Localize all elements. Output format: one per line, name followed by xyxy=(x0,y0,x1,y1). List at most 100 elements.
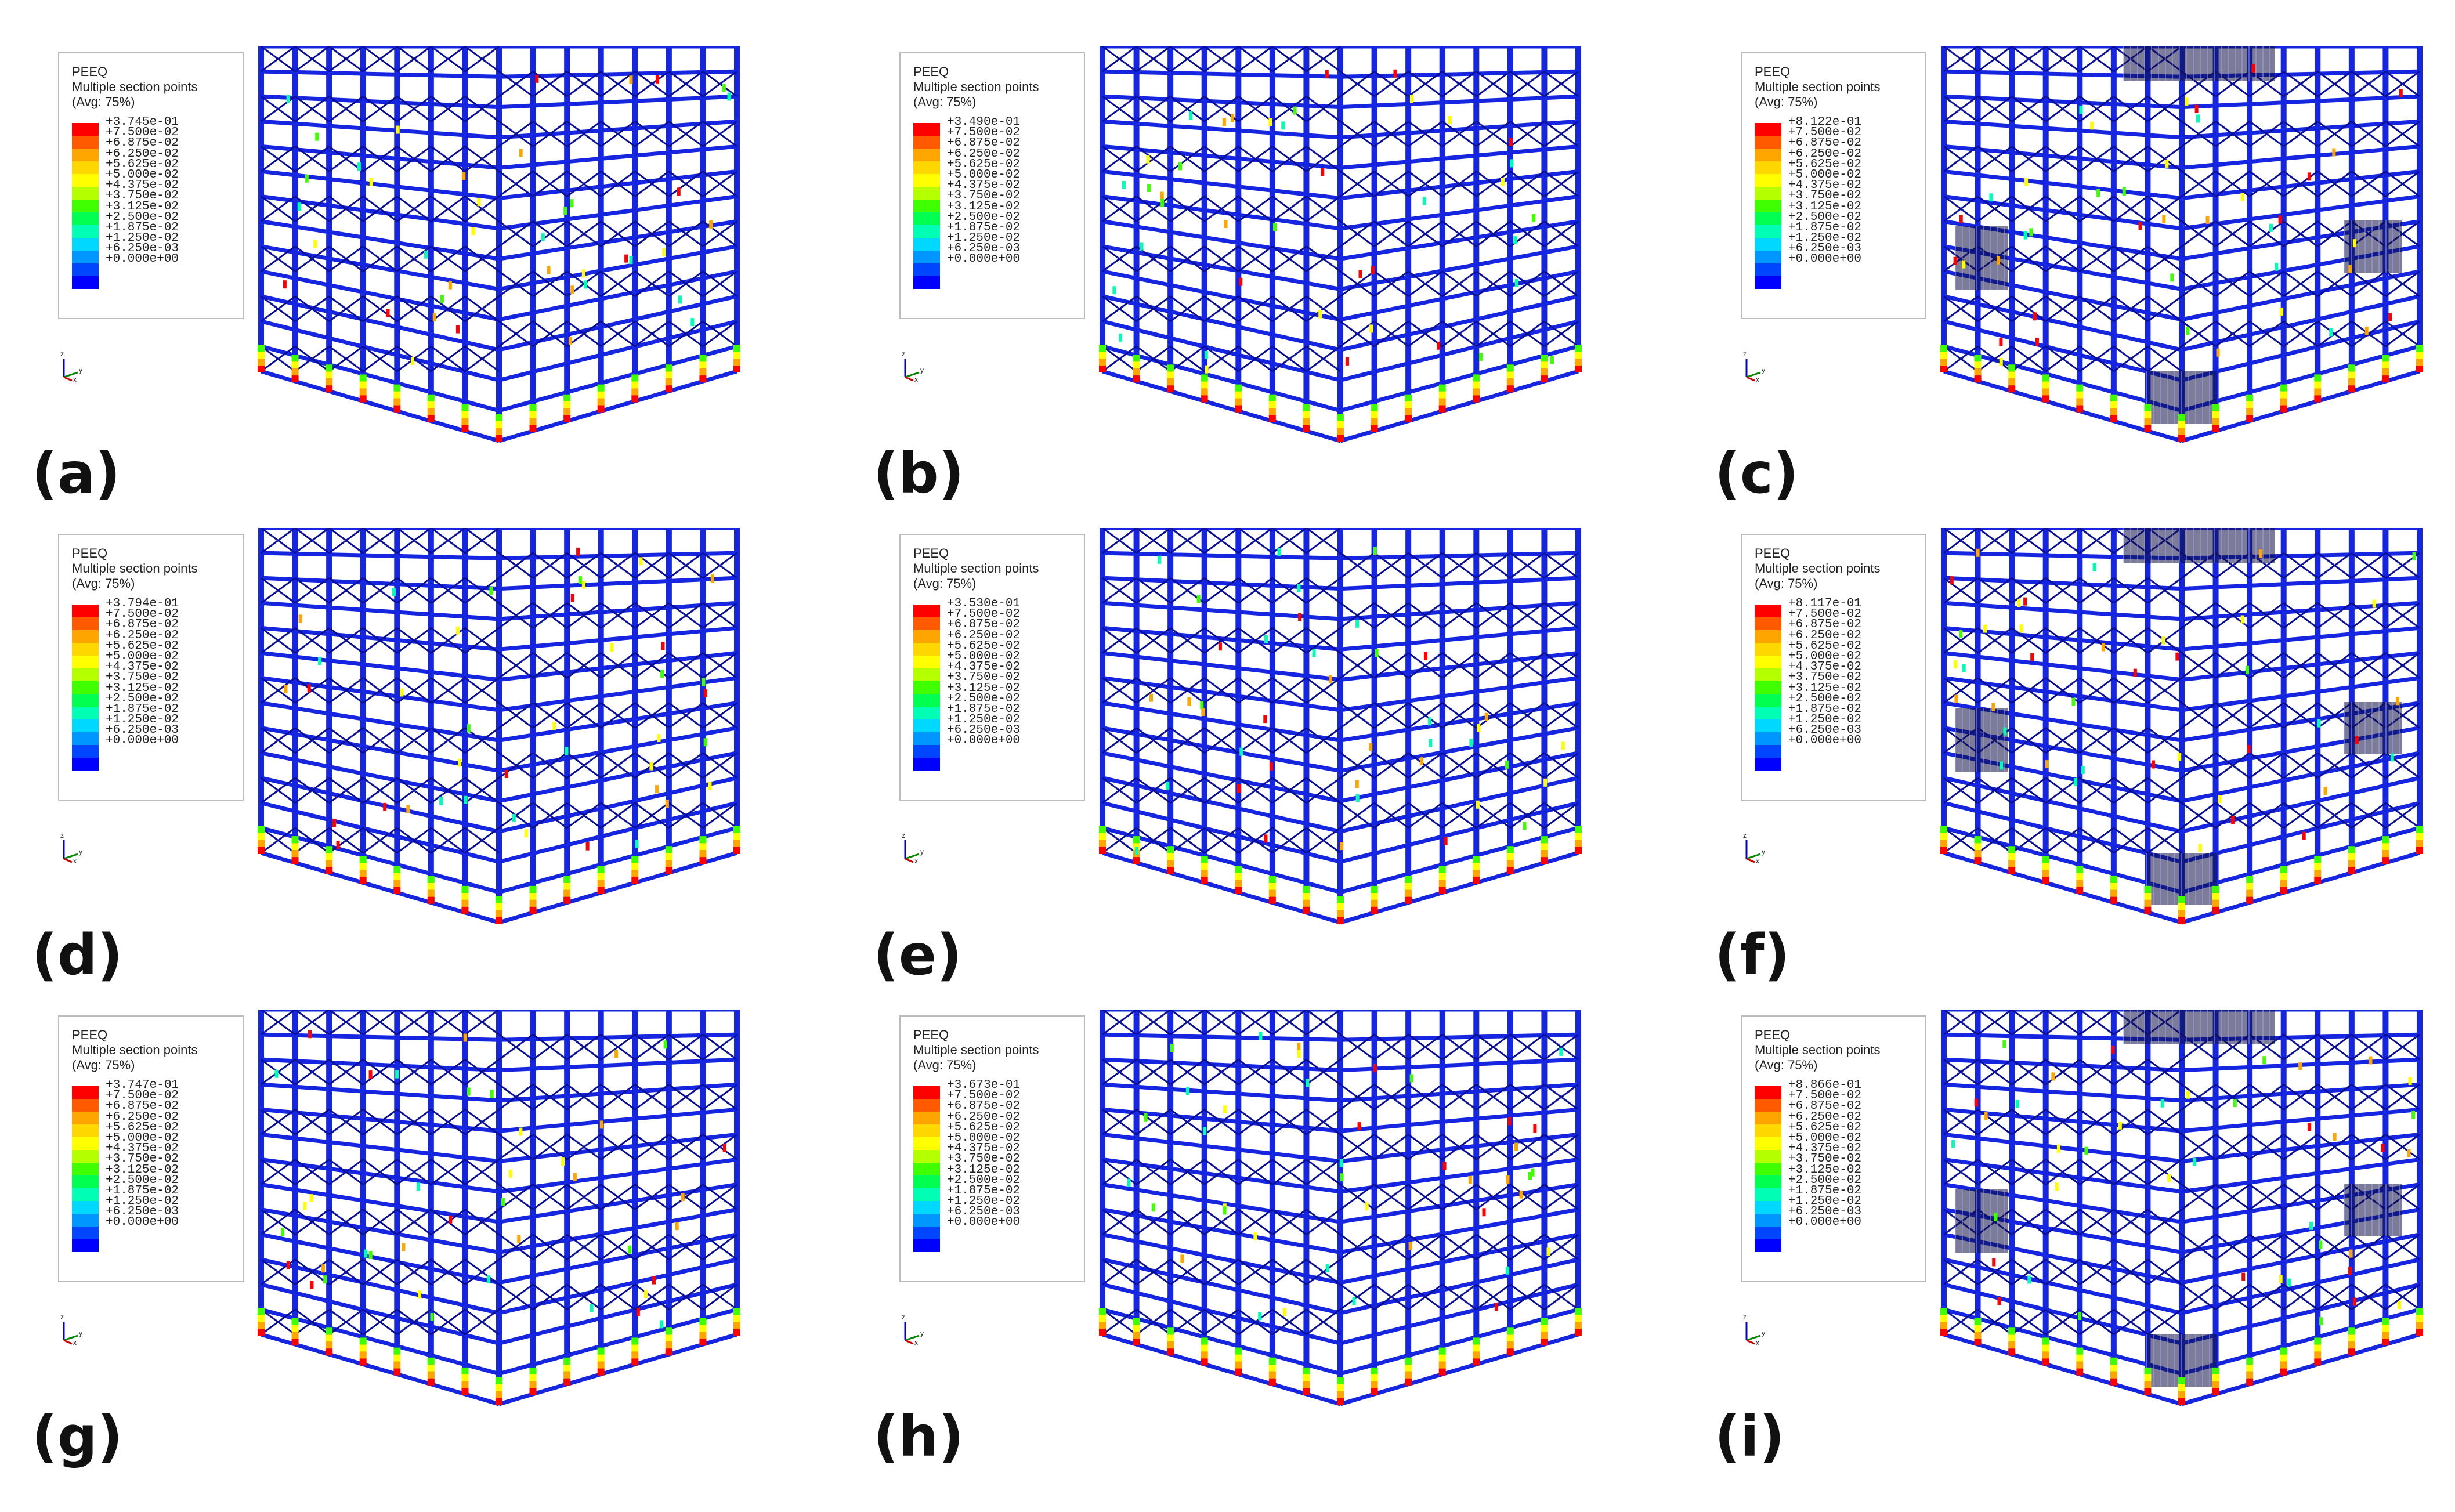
legend-subtitle: Multiple section points xyxy=(913,1043,1039,1057)
legend-value: +1.250e-02 xyxy=(947,231,1021,245)
color-swatch xyxy=(913,1112,940,1124)
axis-z-label: z xyxy=(60,831,64,840)
plastic-strain-hotspots xyxy=(1099,547,1582,924)
color-swatch xyxy=(72,174,99,187)
legend-max-value: +3.673e-01 xyxy=(947,1079,1021,1092)
axis-x-label: x xyxy=(914,857,918,864)
legend-value: +5.625e-02 xyxy=(947,1120,1021,1134)
legend-averaging: (Avg: 75%) xyxy=(72,576,135,591)
color-swatch xyxy=(1755,212,1781,225)
legend-value: +2.500e-02 xyxy=(947,210,1021,224)
legend-value: +0.000e+00 xyxy=(1788,1216,1862,1229)
legend-value: +0.000e+00 xyxy=(1788,734,1862,748)
color-swatch xyxy=(72,1086,99,1099)
legend-max-value: +3.530e-01 xyxy=(947,597,1021,610)
color-swatch xyxy=(1755,707,1781,719)
legend-value: +1.875e-02 xyxy=(1788,702,1862,716)
color-swatch xyxy=(913,617,940,630)
legend-values: +8.117e-01 +7.500e-02 +6.875e-02 +6.250e-02… xyxy=(1788,598,1862,748)
legend-values: +8.122e-01 +7.500e-02 +6.875e-02 +6.250e-02… xyxy=(1788,116,1862,266)
panel-label: (h) xyxy=(873,1404,964,1469)
legend-value: +1.875e-02 xyxy=(106,1184,179,1198)
legend-value: +1.875e-02 xyxy=(1788,220,1862,234)
legend-value: +5.625e-02 xyxy=(1788,639,1862,653)
legend-subtitle: Multiple section points xyxy=(1755,79,1881,94)
plastic-strain-hotspots xyxy=(1940,1040,2423,1405)
legend-value: +6.250e-02 xyxy=(106,628,179,642)
plastic-strain-hotspots xyxy=(258,1030,740,1405)
legend-value: +3.750e-02 xyxy=(106,189,179,203)
color-swatch xyxy=(1755,694,1781,707)
peeq-legend: PEEQ Multiple section points (Avg: 75%) +3.… xyxy=(58,52,244,319)
color-swatch xyxy=(1755,123,1781,136)
color-swatch xyxy=(1755,174,1781,187)
legend-value: +3.750e-02 xyxy=(1788,1152,1862,1166)
legend-value: +5.625e-02 xyxy=(1788,157,1862,171)
legend-value: +0.000e+00 xyxy=(947,252,1021,266)
color-swatch xyxy=(1755,187,1781,200)
color-bar xyxy=(913,605,940,771)
color-swatch xyxy=(913,630,940,643)
color-swatch xyxy=(72,1150,99,1163)
color-swatch xyxy=(1755,1201,1781,1214)
panel-i: PEEQ Multiple section points (Avg: 75%) +8.… xyxy=(1715,1010,2455,1469)
color-swatch xyxy=(72,1163,99,1175)
color-swatch xyxy=(1755,630,1781,643)
color-swatch xyxy=(1755,136,1781,149)
legend-value: +6.250e-02 xyxy=(106,1110,179,1124)
legend-value: +1.875e-02 xyxy=(106,220,179,234)
legend-value: +6.875e-02 xyxy=(1788,1099,1862,1113)
color-swatch xyxy=(1755,668,1781,681)
axis-x-label: x xyxy=(914,375,918,383)
color-swatch xyxy=(913,1150,940,1163)
legend-value: +1.250e-02 xyxy=(947,1195,1021,1209)
legend-subtitle: Multiple section points xyxy=(72,561,198,576)
color-swatch xyxy=(1755,656,1781,668)
legend-value: +4.375e-02 xyxy=(1788,179,1862,193)
legend-value: +6.250e-03 xyxy=(1788,724,1862,737)
color-swatch xyxy=(1755,251,1781,263)
color-swatch xyxy=(72,187,99,200)
color-swatch xyxy=(1755,276,1781,289)
legend-value: +3.125e-02 xyxy=(106,1163,179,1177)
legend-subtitle: Multiple section points xyxy=(1755,1043,1881,1057)
legend-value: +1.875e-02 xyxy=(106,702,179,716)
legend-value: +0.000e+00 xyxy=(106,1216,179,1229)
color-swatch xyxy=(913,212,940,225)
legend-value: +6.250e-03 xyxy=(1788,1205,1862,1219)
legend-value: +1.250e-02 xyxy=(947,713,1021,727)
panel-label: (i) xyxy=(1715,1404,1785,1469)
panel-h: PEEQ Multiple section points (Avg: 75%) +3.… xyxy=(873,1010,1712,1469)
legend-value: +6.250e-03 xyxy=(106,242,179,256)
legend-value: +5.000e-02 xyxy=(106,168,179,182)
color-swatch xyxy=(1755,149,1781,161)
color-swatch xyxy=(1755,1086,1781,1099)
color-swatch xyxy=(72,1214,99,1227)
legend-value: +4.375e-02 xyxy=(106,660,179,674)
color-swatch xyxy=(72,251,99,263)
color-swatch xyxy=(1755,1163,1781,1175)
color-swatch xyxy=(1755,1099,1781,1112)
color-swatch xyxy=(72,1239,99,1252)
axis-triad-icon: z yx xyxy=(1743,831,1765,864)
color-swatch xyxy=(913,719,940,732)
axis-y-label: y xyxy=(920,848,924,856)
axis-triad-icon: z yx xyxy=(1743,350,1765,383)
panel-e: PEEQ Multiple section points (Avg: 75%) +3.… xyxy=(873,528,1712,987)
color-swatch xyxy=(72,161,99,174)
color-swatch xyxy=(1755,745,1781,758)
legend-value: +2.500e-02 xyxy=(1788,692,1862,706)
legend-values: +3.794e-01 +7.500e-02 +6.875e-02 +6.250e-02… xyxy=(106,598,179,747)
fe-model-view xyxy=(258,46,740,443)
color-swatch xyxy=(1755,1227,1781,1239)
color-swatch xyxy=(913,745,940,758)
axis-triad-icon: z yx xyxy=(902,350,924,383)
color-swatch xyxy=(1755,1239,1781,1252)
color-swatch xyxy=(1755,617,1781,630)
legend-value: +6.250e-02 xyxy=(106,147,179,161)
axis-triad-icon: z yx xyxy=(60,831,82,864)
legend-value: +1.875e-02 xyxy=(947,220,1021,234)
color-swatch xyxy=(72,707,99,719)
color-swatch xyxy=(913,251,940,263)
legend-subtitle: Multiple section points xyxy=(72,79,198,94)
